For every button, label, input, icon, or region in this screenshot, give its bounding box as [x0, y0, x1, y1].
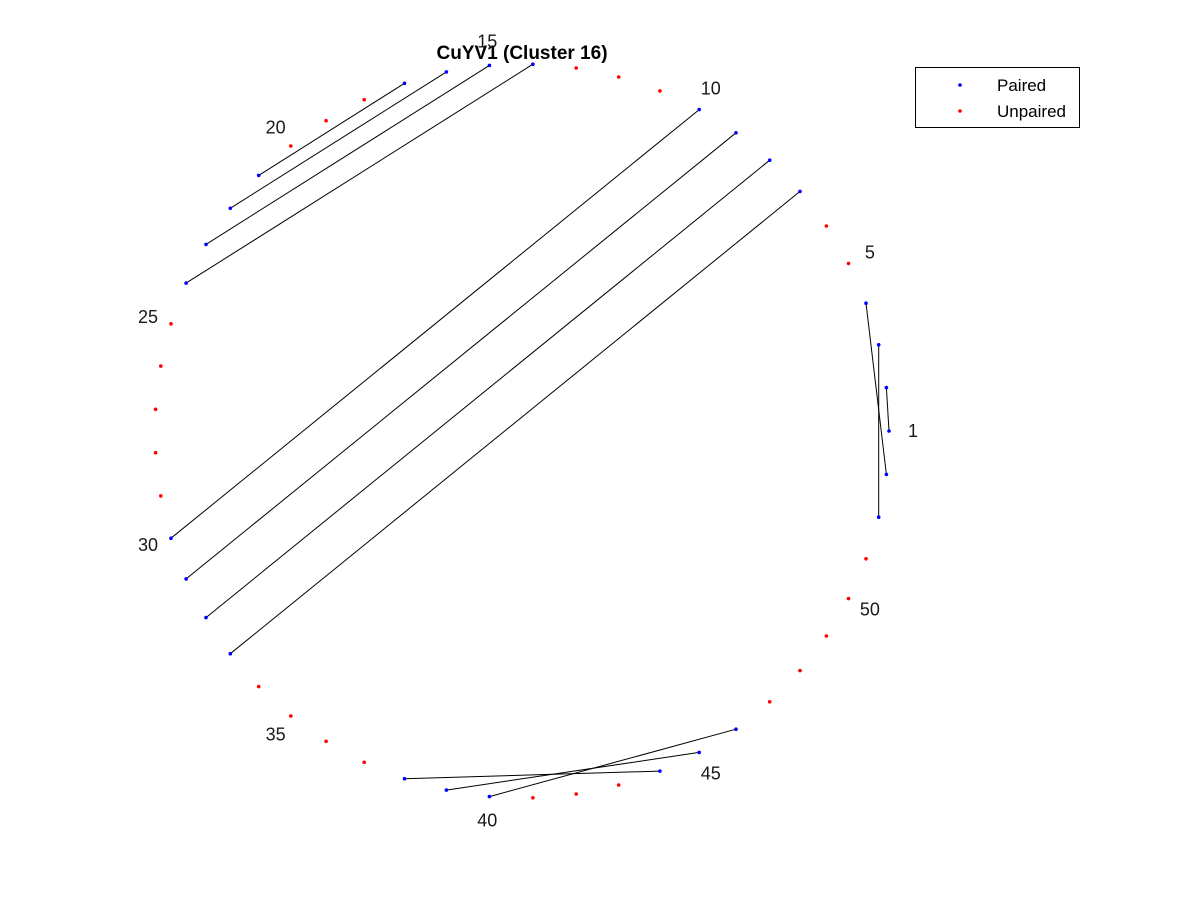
unpaired-point: [362, 97, 367, 102]
paired-point: [734, 131, 738, 135]
legend-paired-label: Paired: [997, 76, 1046, 95]
unpaired-point: [159, 494, 163, 498]
unpaired-point: [324, 739, 328, 744]
paired-point: [169, 536, 173, 540]
unpaired-point: [159, 364, 163, 368]
unpaired-point: [289, 144, 293, 148]
pair-line: [185, 132, 737, 580]
pair-line: [404, 770, 660, 780]
unpaired-point: [846, 596, 851, 601]
unpaired-point: [798, 668, 802, 673]
unpaired-point: [256, 684, 261, 689]
paired-point: [697, 750, 701, 755]
paired-point: [487, 794, 492, 799]
paired-point: [204, 615, 208, 620]
index-label: 45: [701, 763, 721, 783]
unpaired-point: [169, 322, 173, 326]
pair-line: [170, 109, 700, 539]
unpaired-point: [531, 796, 535, 800]
paired-point: [402, 81, 407, 86]
unpaired-point: [864, 557, 868, 561]
unpaired-point: [846, 261, 851, 266]
pair-line: [865, 303, 887, 475]
index-label: 25: [138, 307, 158, 327]
paired-point: [887, 429, 891, 433]
legend-unpaired-label: Unpaired: [997, 102, 1066, 121]
paired-point: [864, 301, 868, 306]
legend-unpaired-marker: [958, 109, 962, 113]
unpaired-point: [153, 407, 158, 412]
paired-point: [734, 727, 738, 731]
index-label: 40: [477, 811, 497, 831]
legend-box: [915, 67, 1080, 128]
unpaired-point: [824, 224, 829, 228]
paired-point: [884, 472, 889, 477]
unpaired-point: [574, 792, 578, 796]
paired-point: [228, 206, 233, 211]
pair-line: [205, 64, 490, 245]
paired-point: [798, 189, 802, 194]
paired-point: [184, 577, 188, 581]
index-label: 50: [860, 600, 880, 620]
paired-point: [487, 63, 492, 68]
paired-point: [876, 515, 881, 519]
unpaired-point: [767, 700, 772, 704]
paired-point: [256, 173, 261, 178]
unpaired-point: [616, 75, 621, 79]
paired-point: [531, 62, 535, 66]
paired-point: [876, 343, 881, 347]
index-label: 35: [266, 725, 286, 745]
pair-line: [205, 159, 771, 618]
pair-line: [230, 71, 447, 209]
index-label: 30: [138, 535, 158, 555]
pair-line: [185, 63, 534, 284]
paired-point: [204, 242, 208, 247]
pair-line: [885, 387, 890, 432]
pair-line: [229, 191, 801, 655]
paired-point: [184, 281, 188, 285]
index-label: 15: [477, 32, 497, 52]
index-label: 20: [266, 117, 286, 137]
unpaired-point: [289, 714, 293, 718]
paired-point: [697, 107, 701, 112]
unpaired-point: [362, 760, 367, 765]
paired-point: [444, 70, 449, 74]
legend: Paired Unpaired: [915, 67, 1080, 128]
unpaired-point: [574, 66, 578, 70]
pair-line: [446, 751, 700, 791]
paired-point: [402, 776, 407, 781]
unpaired-point: [324, 118, 328, 123]
paired-point: [444, 788, 449, 792]
unpaired-point: [616, 783, 621, 787]
index-label: 10: [701, 79, 721, 99]
pair-lines: [170, 63, 890, 798]
unpaired-point: [824, 634, 829, 638]
pair-line: [489, 728, 737, 798]
pair-line: [258, 82, 405, 176]
unpaired-point: [153, 450, 158, 455]
paired-point: [767, 158, 772, 162]
legend-paired-marker: [958, 83, 962, 87]
index-label: 5: [865, 243, 875, 263]
index-label: 1: [908, 421, 918, 441]
paired-point: [658, 769, 662, 773]
unpaired-point: [658, 89, 662, 93]
position-points: [153, 62, 891, 800]
paired-point: [884, 385, 889, 390]
paired-point: [228, 651, 233, 656]
chart-title: CuYV1 (Cluster 16): [436, 43, 607, 64]
